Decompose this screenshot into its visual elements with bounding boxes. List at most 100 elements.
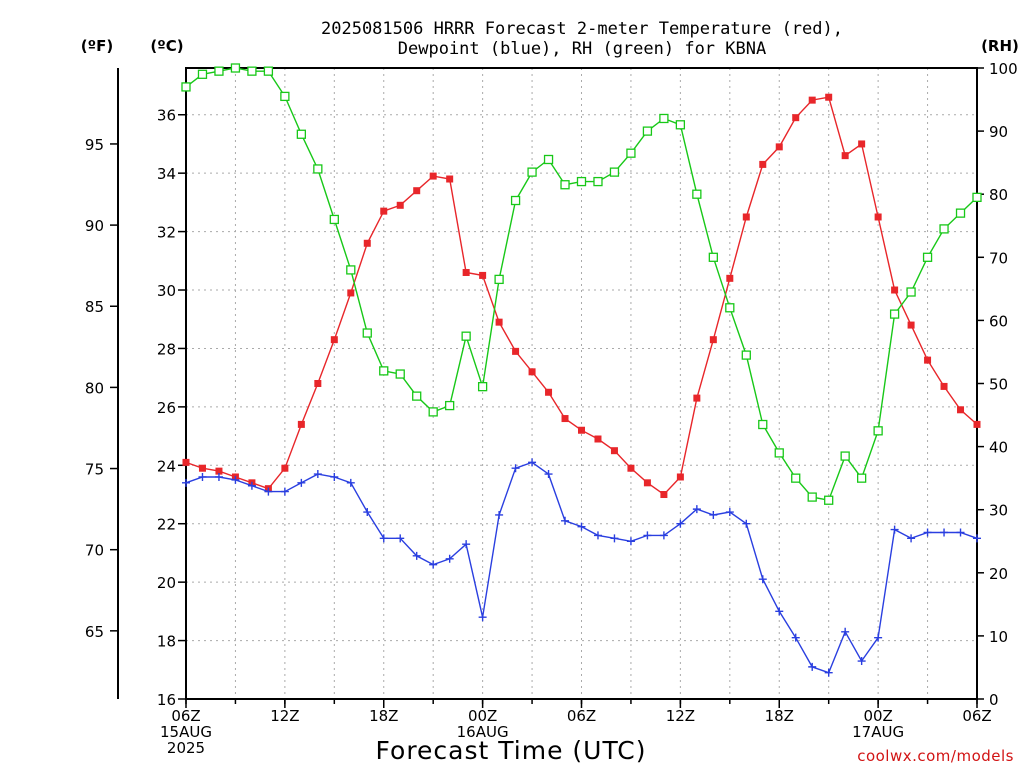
- dewpoint-point: [659, 531, 668, 540]
- title-line-1: 2025081506 HRRR Forecast 2-meter Tempera…: [321, 19, 843, 39]
- temperature-point: [215, 467, 223, 475]
- x-tick-label: 06Z: [171, 707, 200, 725]
- temperature-point: [330, 336, 338, 344]
- rh-point: [840, 451, 850, 461]
- temperature-point: [924, 356, 932, 364]
- rh-point: [280, 91, 290, 102]
- series-temperature: [182, 93, 981, 499]
- rh-point: [708, 252, 718, 262]
- rh-point: [445, 400, 455, 411]
- celsius-tick-label: 24: [157, 457, 176, 475]
- temperature-point: [940, 382, 948, 390]
- rh-tick-label: 0: [989, 691, 999, 709]
- rh-point: [494, 274, 504, 285]
- dewpoint-point: [725, 508, 734, 517]
- rh-point: [379, 366, 389, 376]
- temperature-point: [396, 201, 404, 209]
- temperature-point: [545, 388, 553, 396]
- rh-tick-label: 10: [989, 628, 1008, 646]
- x-tick-label: 12Z: [666, 707, 695, 725]
- celsius-tick-label: 26: [157, 399, 176, 417]
- dewpoint-point: [528, 458, 537, 467]
- dewpoint-point: [214, 472, 223, 481]
- rh-unit-label: (RH): [981, 37, 1019, 55]
- rh-tick-label: 50: [989, 376, 1008, 394]
- rh-point: [741, 350, 751, 360]
- chart-title: 2025081506 HRRR Forecast 2-meter Tempera…: [321, 19, 843, 59]
- dewpoint-point: [824, 668, 833, 677]
- rh-point: [362, 328, 372, 338]
- dewpoint-point: [330, 472, 339, 481]
- temperature-point: [561, 415, 569, 423]
- rh-point: [230, 63, 241, 73]
- dewpoint-point: [544, 470, 553, 479]
- series-rh: [181, 63, 982, 505]
- dewpoint-point: [264, 487, 273, 496]
- fahrenheit-tick-label: 65: [85, 623, 104, 641]
- dewpoint-point: [973, 534, 981, 543]
- rh-point: [758, 419, 768, 430]
- x-tick-label: 2025: [167, 739, 205, 757]
- temperature-point: [462, 268, 470, 276]
- rh-point: [346, 265, 356, 275]
- rh-point: [560, 180, 570, 190]
- temperature-point: [841, 152, 849, 160]
- temperature-point: [182, 458, 190, 466]
- rh-point: [807, 492, 817, 502]
- series-dewpoint: [182, 458, 981, 677]
- dewpoint-point: [626, 537, 635, 546]
- dewpoint-point: [363, 508, 372, 517]
- dewpoint-point: [511, 464, 520, 473]
- temperature-point: [957, 406, 965, 414]
- celsius-tick-label: 28: [157, 340, 176, 358]
- temperature-point: [693, 394, 701, 402]
- temperature-point: [413, 187, 421, 195]
- rh-point: [955, 208, 966, 218]
- rh-point: [856, 473, 867, 483]
- rh-point: [263, 66, 274, 76]
- celsius-tick-label: 36: [157, 107, 176, 125]
- temperature-point: [808, 96, 816, 104]
- rh-point: [412, 391, 422, 401]
- rh-tick-label: 20: [989, 565, 1008, 583]
- temperature-point: [825, 93, 833, 101]
- temperature-point: [907, 321, 915, 329]
- temperature-point: [495, 318, 503, 326]
- rh-tick-label: 40: [989, 439, 1008, 457]
- grid: [186, 68, 977, 699]
- dewpoint-point: [182, 478, 190, 487]
- rh-point: [313, 164, 323, 174]
- temperature-point: [973, 420, 981, 428]
- rh-tick-label: 60: [989, 312, 1008, 330]
- rh-point: [824, 495, 834, 505]
- title-line-2: Dewpoint (blue), RH (green) for KBNA: [398, 39, 766, 59]
- credit-text: coolwx.com/models: [857, 747, 1014, 765]
- celsius-tick-label: 22: [157, 516, 176, 534]
- fahrenheit-tick-label: 80: [85, 379, 104, 397]
- dewpoint-point: [808, 662, 817, 671]
- dewpoint-point: [412, 551, 421, 560]
- temperature-point: [660, 491, 668, 499]
- rh-point: [791, 473, 801, 483]
- rh-point: [197, 69, 208, 79]
- rh-point: [510, 195, 521, 206]
- fahrenheit-tick-label: 70: [85, 542, 104, 560]
- celsius-tick-label: 32: [157, 224, 176, 242]
- x-tick-label: 06Z: [962, 707, 991, 725]
- dewpoint-point: [313, 470, 322, 479]
- rh-point: [626, 148, 636, 158]
- celsius-tick-label: 16: [157, 691, 176, 709]
- rh-point: [972, 192, 982, 203]
- rh-point: [873, 426, 883, 436]
- rh-point: [428, 407, 438, 417]
- dewpoint-point: [462, 540, 471, 549]
- temperature-point: [479, 271, 487, 279]
- temperature-point: [627, 464, 635, 472]
- dewpoint-point: [907, 534, 916, 543]
- fahrenheit-tick-label: 95: [85, 136, 104, 154]
- rh-point: [477, 382, 488, 392]
- temperature-point: [858, 140, 866, 148]
- celsius-tick-label: 20: [157, 574, 176, 592]
- x-tick-label: 12Z: [270, 707, 299, 725]
